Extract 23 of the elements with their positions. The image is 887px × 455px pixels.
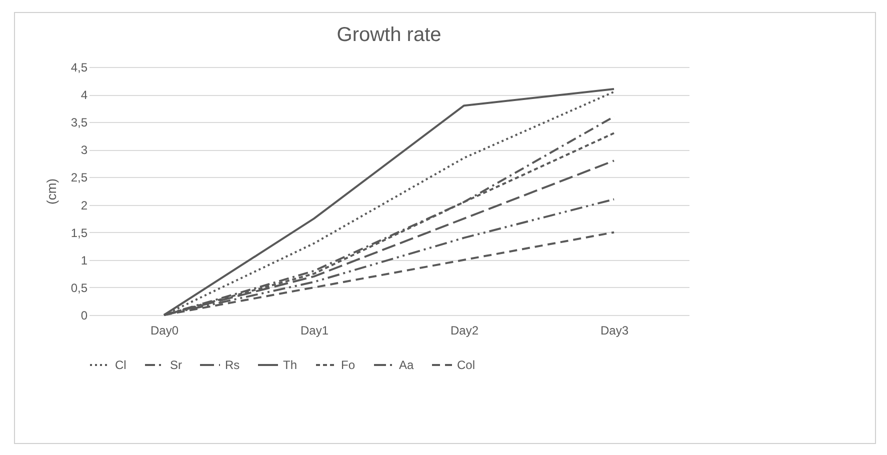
y-tick-label: 3 <box>80 143 88 158</box>
legend-label: Rs <box>225 358 240 372</box>
legend-label: Col <box>457 358 476 372</box>
y-axis-title: (cm) <box>44 178 59 204</box>
y-tick-label: 2 <box>80 198 88 212</box>
y-tick-label: 2,5 <box>70 170 88 185</box>
y-tick-label: 4,5 <box>70 60 88 74</box>
legend-label: Sr <box>170 358 182 372</box>
y-tick-label: 0 <box>80 308 88 322</box>
y-tick-label: 3,5 <box>70 116 88 130</box>
chart-title: Growth rate <box>336 24 442 46</box>
x-tick-label: Day2 <box>450 324 479 338</box>
x-tick-label: Day0 <box>150 324 179 338</box>
y-tick-label: 1 <box>80 253 88 268</box>
legend-label: Aa <box>399 358 414 372</box>
x-tick-label: Day3 <box>600 324 629 338</box>
legend-label: Cl <box>115 358 126 372</box>
y-tick-label: 1,5 <box>70 226 88 240</box>
x-tick-label: Day1 <box>300 324 329 338</box>
y-tick-label: 4 <box>80 88 88 102</box>
legend-label: Fo <box>341 358 356 372</box>
y-tick-label: 0,5 <box>70 280 88 295</box>
legend-label: Th <box>283 358 298 372</box>
